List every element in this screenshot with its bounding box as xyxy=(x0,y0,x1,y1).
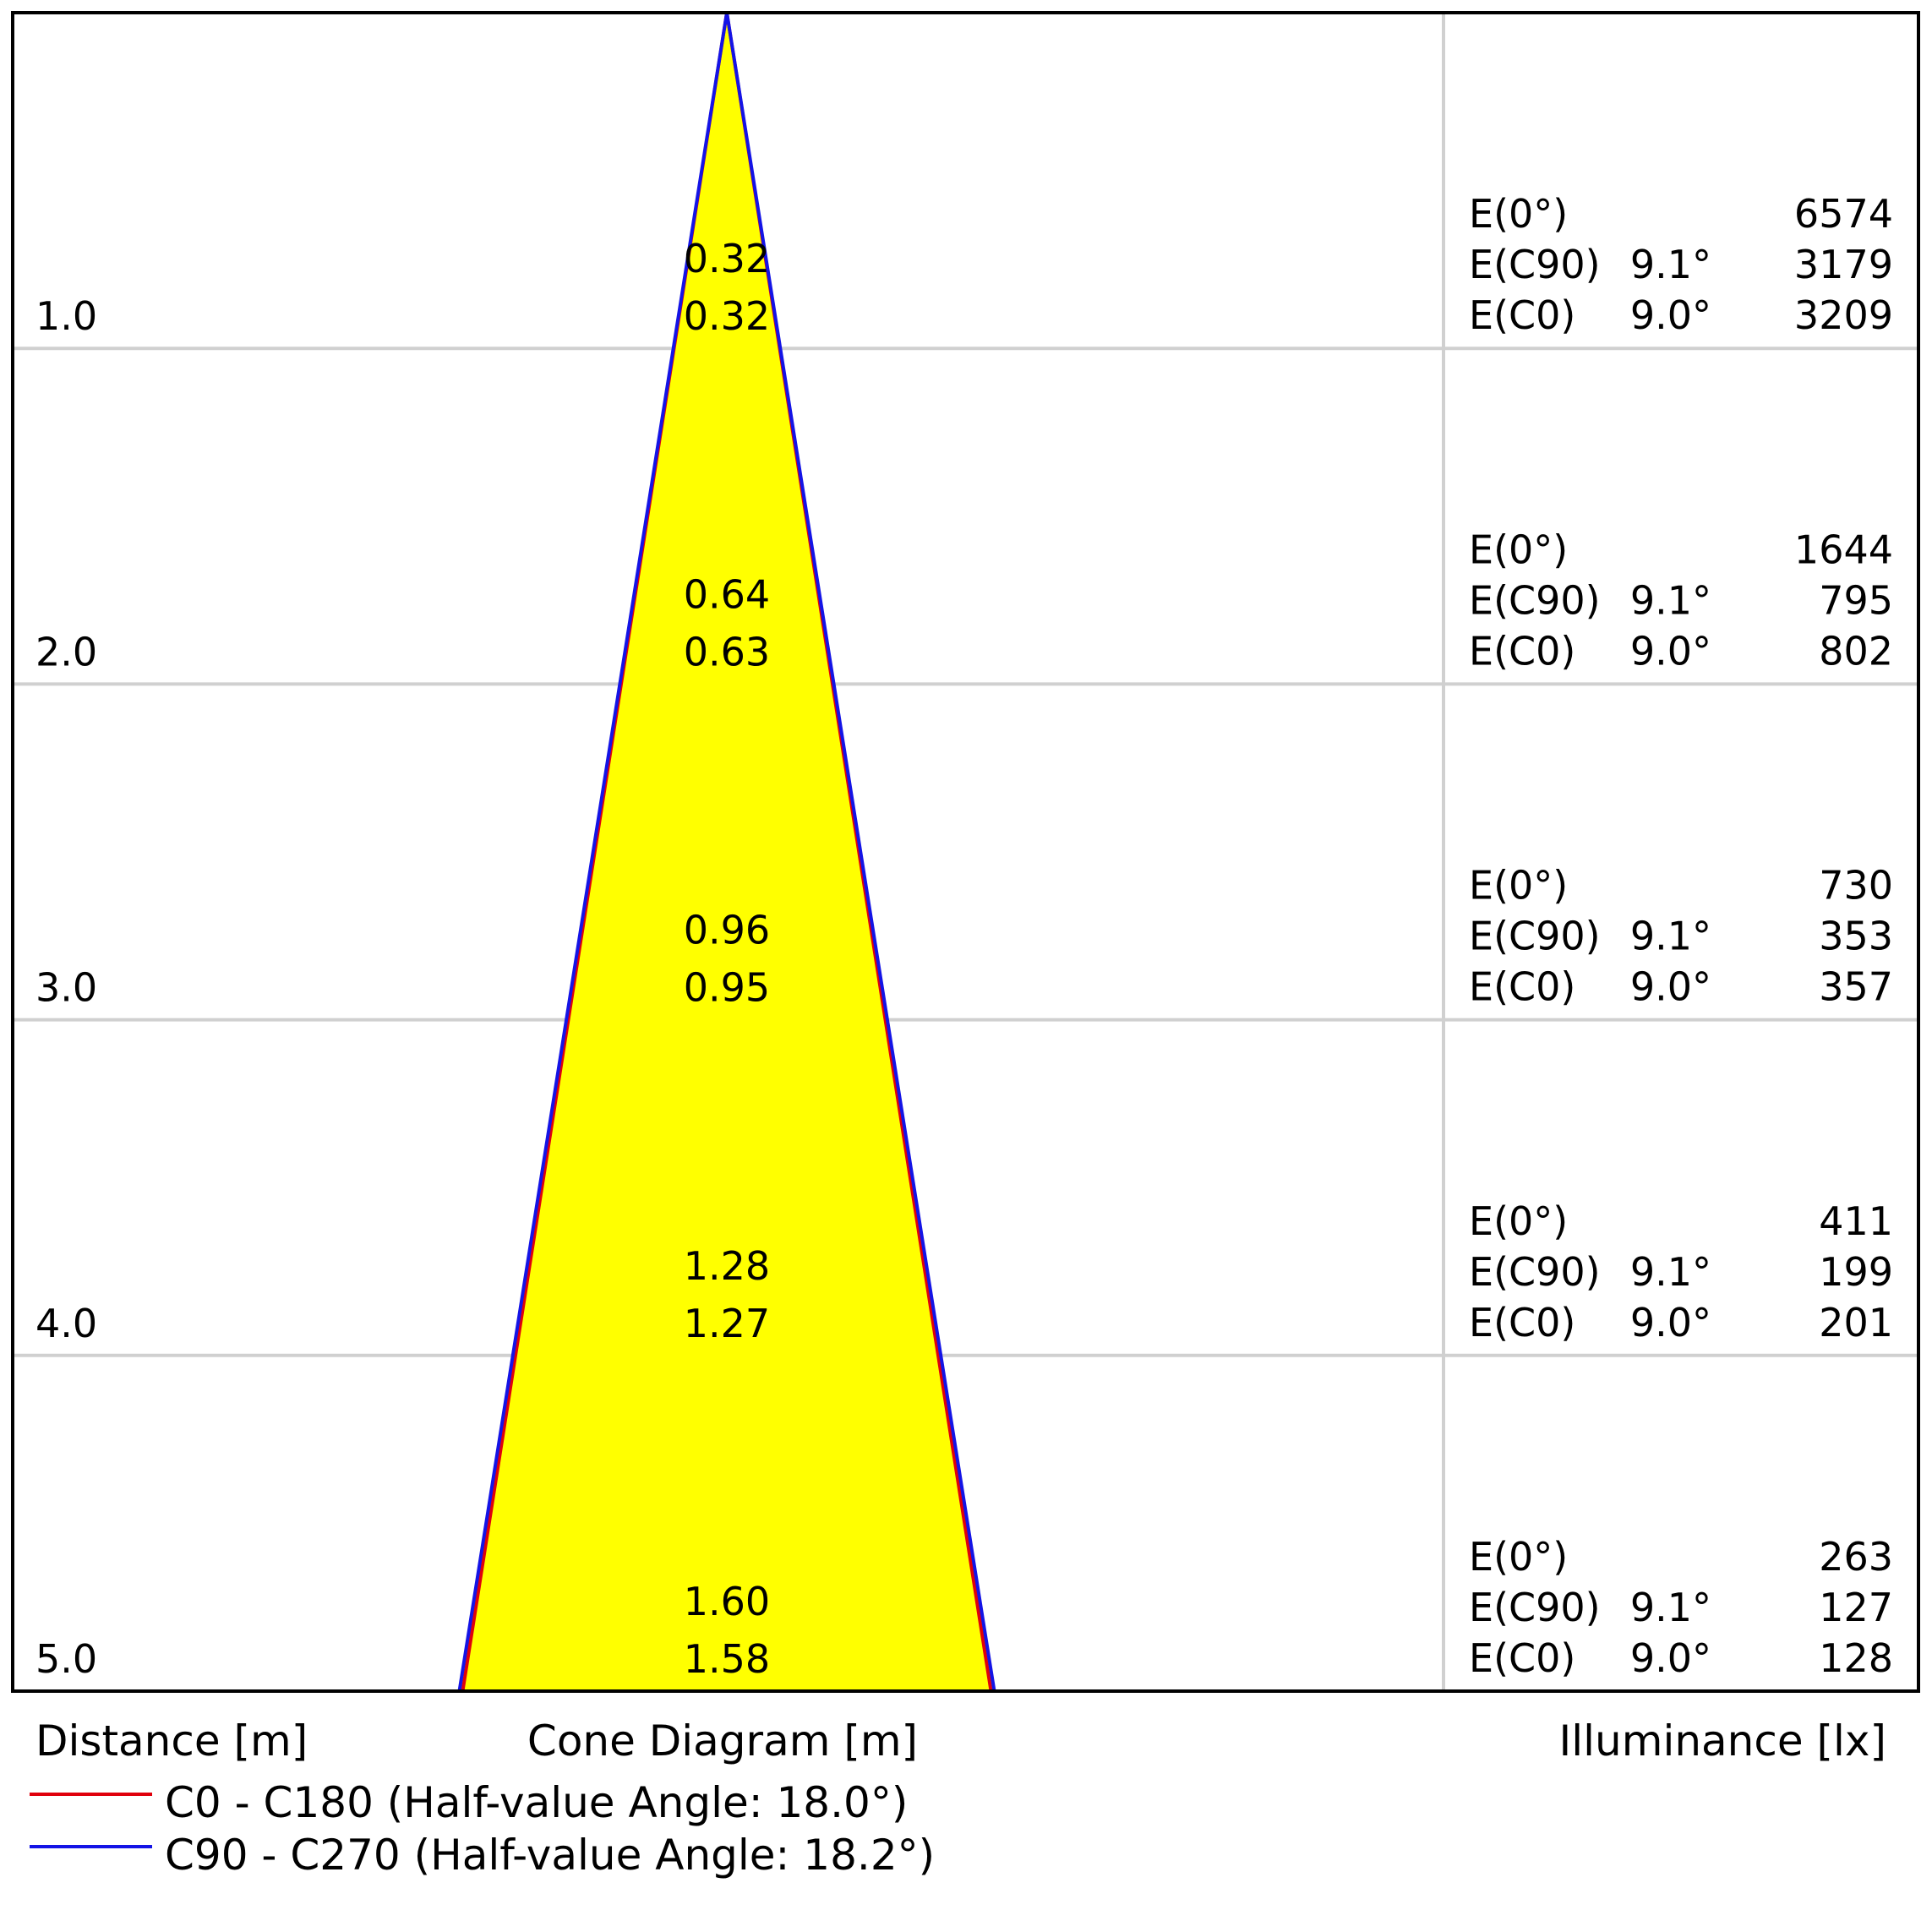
illuminance-ec90-value: 353 xyxy=(1819,914,1893,959)
illuminance-e0-label: E(0°) xyxy=(1469,1534,1568,1580)
distance-tick-label: 3.0 xyxy=(35,965,97,1011)
illuminance-ec0-label: E(C0) xyxy=(1469,1635,1575,1681)
distance-tick-label: 4.0 xyxy=(35,1301,97,1346)
illuminance-ec90-value: 127 xyxy=(1819,1585,1893,1630)
illuminance-ec0-angle: 9.0° xyxy=(1630,628,1711,674)
illuminance-ec90-angle: 9.1° xyxy=(1630,242,1711,287)
illuminance-e0-value: 1644 xyxy=(1794,527,1893,572)
illuminance-ec90-label: E(C90) xyxy=(1469,914,1601,959)
illuminance-ec90-value: 199 xyxy=(1819,1249,1893,1295)
illuminance-ec0-label: E(C0) xyxy=(1469,292,1575,338)
illuminance-ec90-label: E(C90) xyxy=(1469,1249,1601,1295)
cone-fill xyxy=(459,13,995,1691)
cone-diameter-c90-label: 1.28 xyxy=(684,1243,770,1289)
distance-tick-label: 1.0 xyxy=(35,293,97,339)
distance-tick-label: 5.0 xyxy=(35,1636,97,1682)
illuminance-ec90-angle: 9.1° xyxy=(1630,1249,1711,1295)
illuminance-ec0-value: 3209 xyxy=(1794,292,1893,338)
illuminance-ec0-label: E(C0) xyxy=(1469,628,1575,674)
legend-c0-label: C0 - C180 (Half-value Angle: 18.0°) xyxy=(165,1778,908,1827)
cone-diameter-c0-label: 0.63 xyxy=(684,629,770,674)
labels: 1.0 0.32 0.32 E(0°) 6574 E(C90) 9.1° 3179 E(C0) 9… xyxy=(35,191,1893,1682)
illuminance-ec0-angle: 9.0° xyxy=(1630,1635,1711,1681)
cone-diameter-c0-label: 1.27 xyxy=(684,1301,770,1346)
illuminance-ec90-label: E(C90) xyxy=(1469,577,1601,623)
illuminance-ec0-value: 128 xyxy=(1819,1635,1893,1681)
illuminance-e0-label: E(0°) xyxy=(1469,191,1568,237)
cone-diameter-c90-label: 1.60 xyxy=(684,1579,770,1624)
illuminance-ec0-angle: 9.0° xyxy=(1630,1300,1711,1345)
illuminance-ec90-value: 3179 xyxy=(1794,242,1893,287)
illuminance-e0-value: 263 xyxy=(1819,1534,1893,1580)
cone-diameter-c0-label: 1.58 xyxy=(684,1636,770,1682)
illuminance-e0-value: 411 xyxy=(1819,1198,1893,1244)
illuminance-ec90-angle: 9.1° xyxy=(1630,914,1711,959)
illuminance-ec0-value: 357 xyxy=(1819,964,1893,1010)
cone-diameter-c0-label: 0.95 xyxy=(684,965,770,1011)
illuminance-ec90-label: E(C90) xyxy=(1469,242,1601,287)
illuminance-axis-label: Illuminance [lx] xyxy=(1559,1716,1886,1766)
illuminance-e0-label: E(0°) xyxy=(1469,863,1568,909)
cone-diameter-c90-label: 0.96 xyxy=(684,908,770,953)
cone-diameter-c0-label: 0.32 xyxy=(684,293,770,339)
cone-diagram-axis-label: Cone Diagram [m] xyxy=(527,1716,918,1766)
illuminance-e0-value: 730 xyxy=(1819,863,1893,909)
illuminance-ec0-angle: 9.0° xyxy=(1630,292,1711,338)
illuminance-ec90-value: 795 xyxy=(1819,577,1893,623)
legend-c90-label: C90 - C270 (Half-value Angle: 18.2°) xyxy=(165,1831,935,1880)
illuminance-ec0-angle: 9.0° xyxy=(1630,964,1711,1010)
illuminance-e0-value: 6574 xyxy=(1794,191,1893,237)
illuminance-ec90-label: E(C90) xyxy=(1469,1585,1601,1630)
distance-tick-label: 2.0 xyxy=(35,629,97,674)
illuminance-ec0-label: E(C0) xyxy=(1469,1300,1575,1345)
illuminance-e0-label: E(0°) xyxy=(1469,1198,1568,1244)
illuminance-ec0-label: E(C0) xyxy=(1469,964,1575,1010)
plot-frame xyxy=(11,11,1920,1693)
illuminance-e0-label: E(0°) xyxy=(1469,527,1568,572)
illuminance-ec0-value: 802 xyxy=(1819,628,1893,674)
grid-lines xyxy=(13,13,1918,1691)
illuminance-ec0-value: 201 xyxy=(1819,1300,1893,1345)
cone-diameter-c90-label: 0.32 xyxy=(684,236,770,281)
illuminance-ec90-angle: 9.1° xyxy=(1630,577,1711,623)
cone-diameter-c90-label: 0.64 xyxy=(684,571,770,617)
illuminance-ec90-angle: 9.1° xyxy=(1630,1585,1711,1630)
distance-axis-label: Distance [m] xyxy=(35,1716,308,1766)
